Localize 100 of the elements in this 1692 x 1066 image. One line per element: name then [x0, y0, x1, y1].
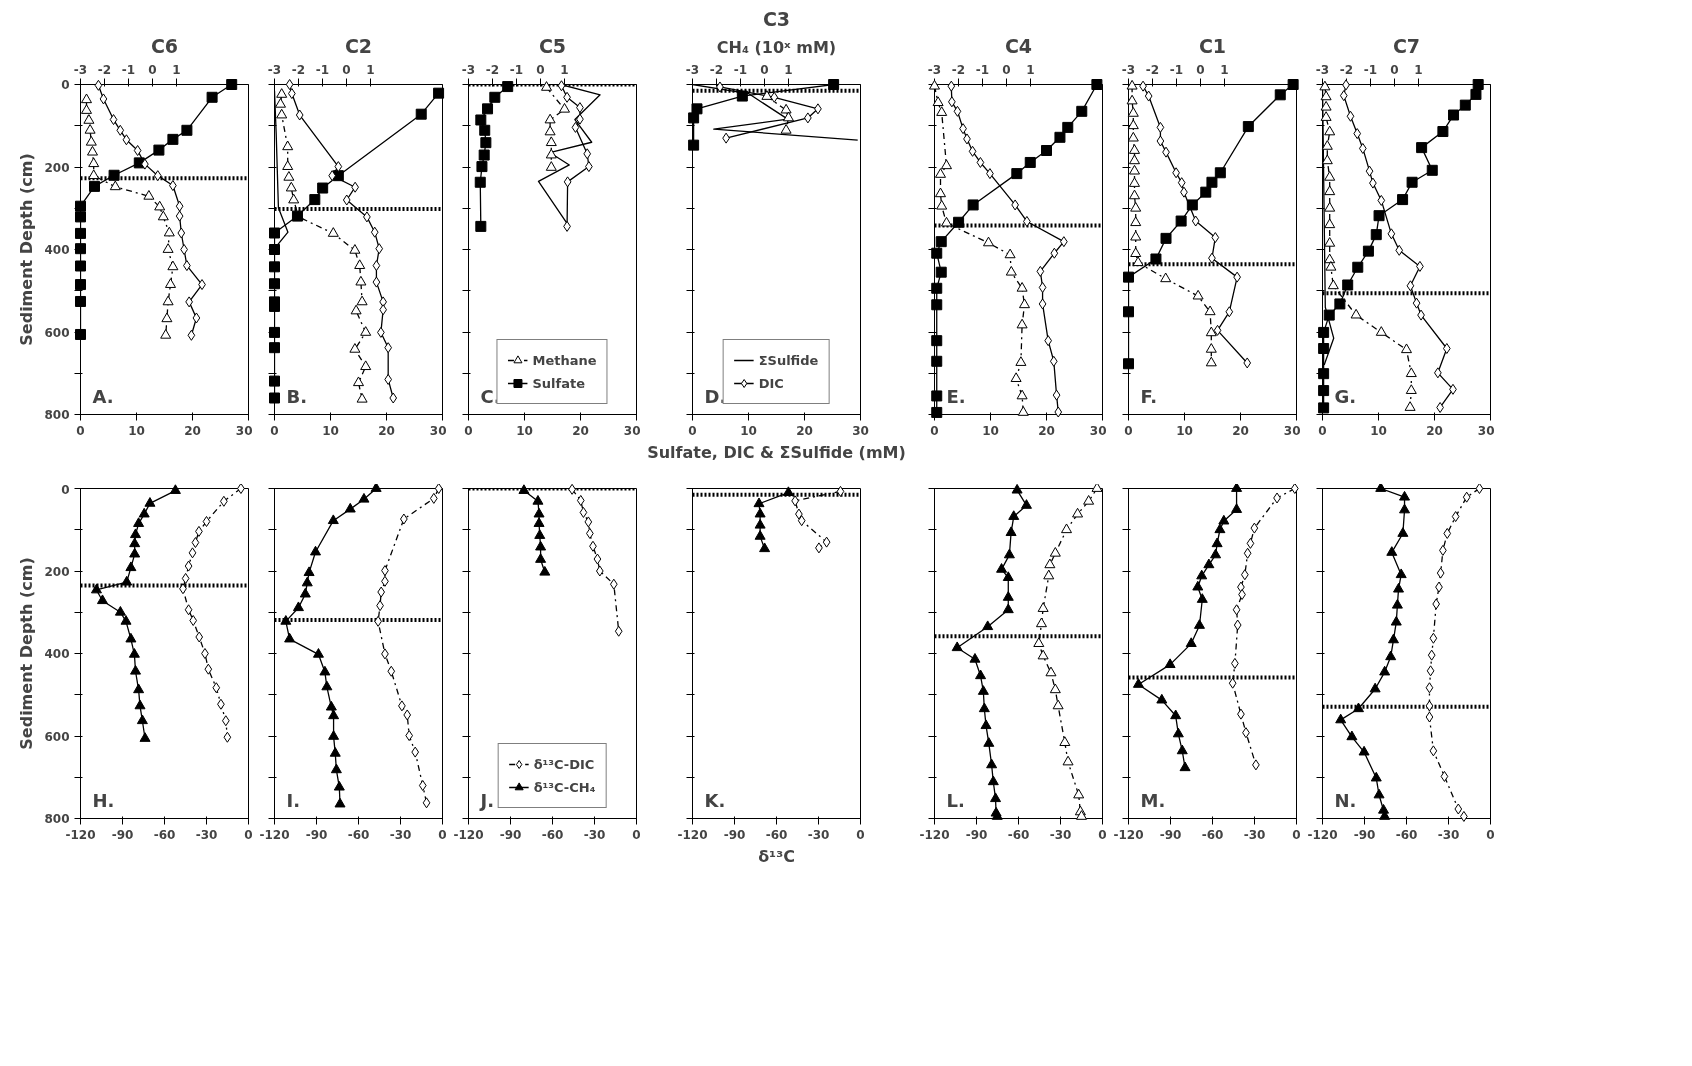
x-tick-label: 0: [244, 827, 253, 842]
y-tick-label: 200: [44, 160, 70, 175]
legend-label: DIC: [758, 375, 784, 391]
x-tick-label: 0: [438, 827, 447, 842]
x2-tick-label: -2: [97, 62, 112, 77]
x2-tick-label: 0: [536, 62, 545, 77]
x2-tick-label: -2: [709, 62, 724, 77]
x-tick-label: 30: [1089, 423, 1107, 438]
x-tick-label: 0: [1292, 827, 1301, 842]
x-tick-label: 30: [1283, 423, 1301, 438]
x2-tick-label: -2: [291, 62, 306, 77]
y-tick-label: 0: [61, 78, 70, 92]
x2-tick-label: -1: [733, 62, 748, 77]
x2-tick-label: -1: [975, 62, 990, 77]
x-tick-label: 20: [796, 423, 813, 438]
x-tick-label: -90: [723, 827, 746, 842]
x2-tick-label: 1: [1026, 62, 1035, 77]
x-tick-label: 30: [429, 423, 447, 438]
x-tick-label: 20: [378, 423, 395, 438]
x2-tick-label: -2: [951, 62, 966, 77]
x2-tick-label: 0: [760, 62, 769, 77]
y-tick-label: 400: [44, 647, 70, 661]
x-tick-label: 0: [930, 423, 939, 438]
x-tick-label: -120: [919, 827, 950, 842]
x-tick-label: -30: [1049, 827, 1072, 842]
x2-tick-label: -3: [73, 62, 88, 77]
x-tick-label: -120: [259, 827, 290, 842]
y-tick-label: 600: [44, 325, 70, 340]
chart-title: C2: [344, 34, 373, 57]
x-tick-label: 0: [1318, 423, 1327, 438]
x2-tick-label: -2: [485, 62, 500, 77]
x2-tick-label: -3: [267, 62, 282, 77]
annotation: F.: [1140, 385, 1157, 407]
x2-tick-label: -3: [461, 62, 476, 77]
x-tick-label: 20: [1426, 423, 1443, 438]
x-tick-label: 20: [184, 423, 201, 438]
chart-title: C6: [150, 34, 179, 57]
x-tick-label: -60: [347, 827, 370, 842]
legend-label: ΣSulfide: [758, 352, 819, 368]
x-tick-label: 0: [1486, 827, 1495, 842]
annotation: I.: [286, 789, 301, 811]
x-tick-label: -30: [1437, 827, 1460, 842]
x2-tick-label: -3: [1315, 62, 1330, 77]
annotation: J.: [478, 789, 495, 811]
y-tick-label: 200: [44, 564, 70, 579]
legend-label: Sulfate: [532, 375, 586, 391]
x-tick-label: 10: [740, 423, 757, 438]
x-tick-label: -30: [1243, 827, 1266, 842]
x-tick-label: -90: [965, 827, 988, 842]
x2-tick-label: 1: [366, 62, 375, 77]
x2-tick-label: 0: [1390, 62, 1399, 77]
x2-tick-label: -1: [315, 62, 330, 77]
x-tick-label: 30: [235, 423, 253, 438]
x-tick-label: -120: [1113, 827, 1144, 842]
y-axis-title: Sediment Depth (cm): [17, 153, 37, 346]
x2-tick-label: -2: [1145, 62, 1160, 77]
x2-tick-label: 1: [1220, 62, 1229, 77]
x-tick-label: -60: [541, 827, 564, 842]
x2-tick-label: 1: [784, 62, 793, 77]
y-axis-title: Sediment Depth (cm): [17, 557, 37, 750]
legend-label: Methane: [532, 352, 597, 368]
x2-tick-label: -1: [509, 62, 524, 77]
annotation: K.: [704, 789, 726, 811]
y-tick-label: 800: [44, 408, 70, 422]
x-tick-label: 0: [856, 827, 865, 842]
x2-tick-label: 1: [560, 62, 569, 77]
x-tick-label: 10: [1176, 423, 1193, 438]
x-tick-label: -90: [499, 827, 522, 842]
chart-title: C1: [1198, 34, 1227, 57]
x-tick-label: 10: [516, 423, 533, 438]
x-tick-label: 10: [128, 423, 145, 438]
x-tick-label: -60: [1201, 827, 1224, 842]
x-tick-label: -120: [453, 827, 484, 842]
x-tick-label: -60: [1395, 827, 1418, 842]
x-tick-label: -60: [153, 827, 176, 842]
x2-tick-label: -3: [685, 62, 700, 77]
x2-tick-label: 1: [172, 62, 181, 77]
x-tick-label: 30: [1477, 423, 1495, 438]
x2-tick-label: -3: [1121, 62, 1136, 77]
chart-title: C5: [538, 34, 567, 57]
x-tick-label: -30: [195, 827, 218, 842]
x-tick-label: 0: [270, 423, 279, 438]
x-tick-label: -30: [807, 827, 830, 842]
x-tick-label: 30: [623, 423, 641, 438]
x-tick-label: 20: [1232, 423, 1249, 438]
x-tick-label: 10: [1370, 423, 1387, 438]
x2-tick-label: -1: [1169, 62, 1184, 77]
chart-title: C3: [762, 7, 791, 30]
x-tick-label: 0: [1124, 423, 1133, 438]
annotation: B.: [286, 385, 308, 407]
x-tick-label: -120: [1307, 827, 1338, 842]
x-tick-label: -120: [677, 827, 708, 842]
chart-title: C4: [1004, 34, 1033, 57]
legend-label: δ¹³C-DIC: [533, 756, 595, 772]
x-tick-label: 10: [982, 423, 999, 438]
x-tick-label: 0: [76, 423, 85, 438]
annotation: G.: [1334, 385, 1357, 407]
x-tick-label: 0: [632, 827, 641, 842]
x2-tick-label: 0: [1196, 62, 1205, 77]
x-tick-label: 0: [688, 423, 697, 438]
